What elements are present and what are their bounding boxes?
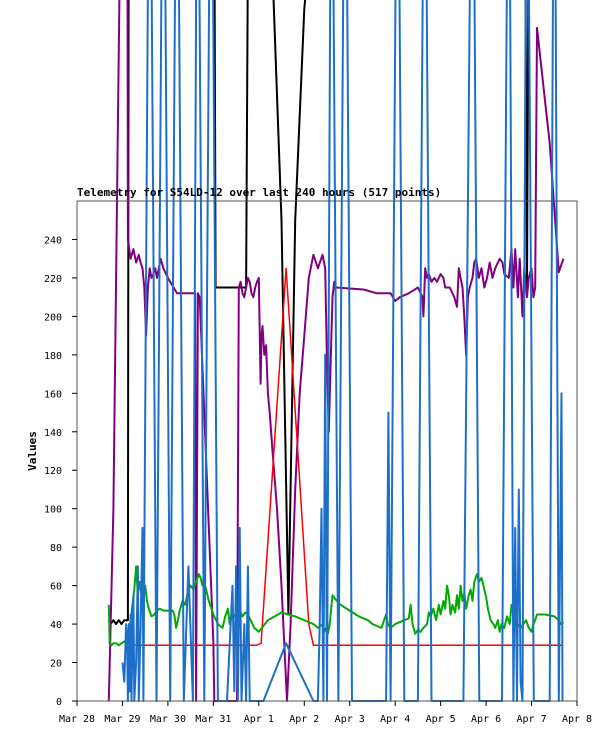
y-tick-label: 180 [44, 351, 62, 362]
y-tick-label: 20 [50, 659, 62, 670]
chart-title: Telemetry for S54LD-12 over last 240 hou… [77, 186, 441, 199]
series-line-5 [121, 0, 564, 702]
x-tick-label: Apr 3 [335, 714, 365, 725]
x-tick-label: Mar 29 [104, 714, 140, 725]
y-tick-label: 240 [44, 235, 62, 246]
y-tick-label: 140 [44, 428, 62, 439]
x-tick-label: Mar 31 [195, 714, 231, 725]
plot-frame [76, 200, 578, 702]
y-tick-label: 160 [44, 389, 62, 400]
x-tick-label: Mar 30 [150, 714, 186, 725]
series-line-2 [107, 0, 565, 702]
x-tick-label: Apr 7 [516, 714, 546, 725]
axis-layer: 0 20 40 60 80 100 120 140 160 180 200 220 240 Mar 28 M… [44, 235, 592, 725]
x-tick-label: Apr 2 [289, 714, 319, 725]
y-tick-label: 200 [44, 312, 62, 323]
x-tick-label: Mar 28 [59, 714, 95, 725]
y-tick-label: 100 [44, 505, 62, 516]
y-tick-label: 80 [50, 543, 62, 554]
y-tick-label: 120 [44, 466, 62, 477]
y-tick-label: 220 [44, 274, 62, 285]
series-layer [107, 0, 565, 702]
y-tick-label: 40 [50, 620, 62, 631]
x-tick-label: Apr 5 [426, 714, 456, 725]
y-tick-label: 0 [56, 697, 62, 708]
y-tick-label: 60 [50, 582, 62, 593]
series-line-4 [107, 565, 565, 647]
x-tick-label: Apr 4 [380, 714, 410, 725]
y-axis-label: Values [26, 431, 39, 471]
x-tick-label: Apr 6 [471, 714, 501, 725]
x-tick-label: Apr 8 [562, 714, 592, 725]
x-tick-label: Apr 1 [244, 714, 274, 725]
